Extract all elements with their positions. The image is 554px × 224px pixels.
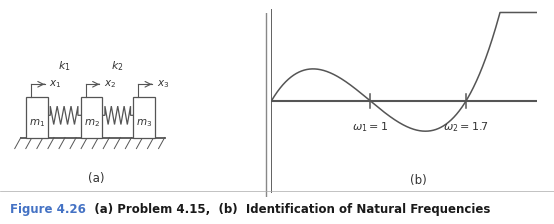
Bar bbox=[133, 97, 155, 138]
Text: $m_2$: $m_2$ bbox=[84, 118, 100, 129]
Text: $x_1$: $x_1$ bbox=[49, 78, 62, 90]
Text: $\omega_1 = 1$: $\omega_1 = 1$ bbox=[352, 121, 388, 134]
Text: $k_1$: $k_1$ bbox=[58, 59, 70, 73]
Text: $x_3$: $x_3$ bbox=[157, 78, 169, 90]
Bar bbox=[25, 97, 48, 138]
Text: $\omega_2 = 1.7$: $\omega_2 = 1.7$ bbox=[443, 121, 489, 134]
Bar bbox=[80, 97, 102, 138]
Text: (a) Problem 4.15,  (b)  Identification of Natural Frequencies: (a) Problem 4.15, (b) Identification of … bbox=[82, 203, 490, 216]
Text: $x_2$: $x_2$ bbox=[104, 78, 116, 90]
Text: $m_3$: $m_3$ bbox=[136, 118, 152, 129]
Text: (b): (b) bbox=[410, 174, 427, 187]
Text: (a): (a) bbox=[88, 172, 105, 185]
Text: $m_1$: $m_1$ bbox=[29, 118, 45, 129]
Text: Figure 4.26: Figure 4.26 bbox=[10, 203, 86, 216]
Text: $k_2$: $k_2$ bbox=[111, 59, 124, 73]
